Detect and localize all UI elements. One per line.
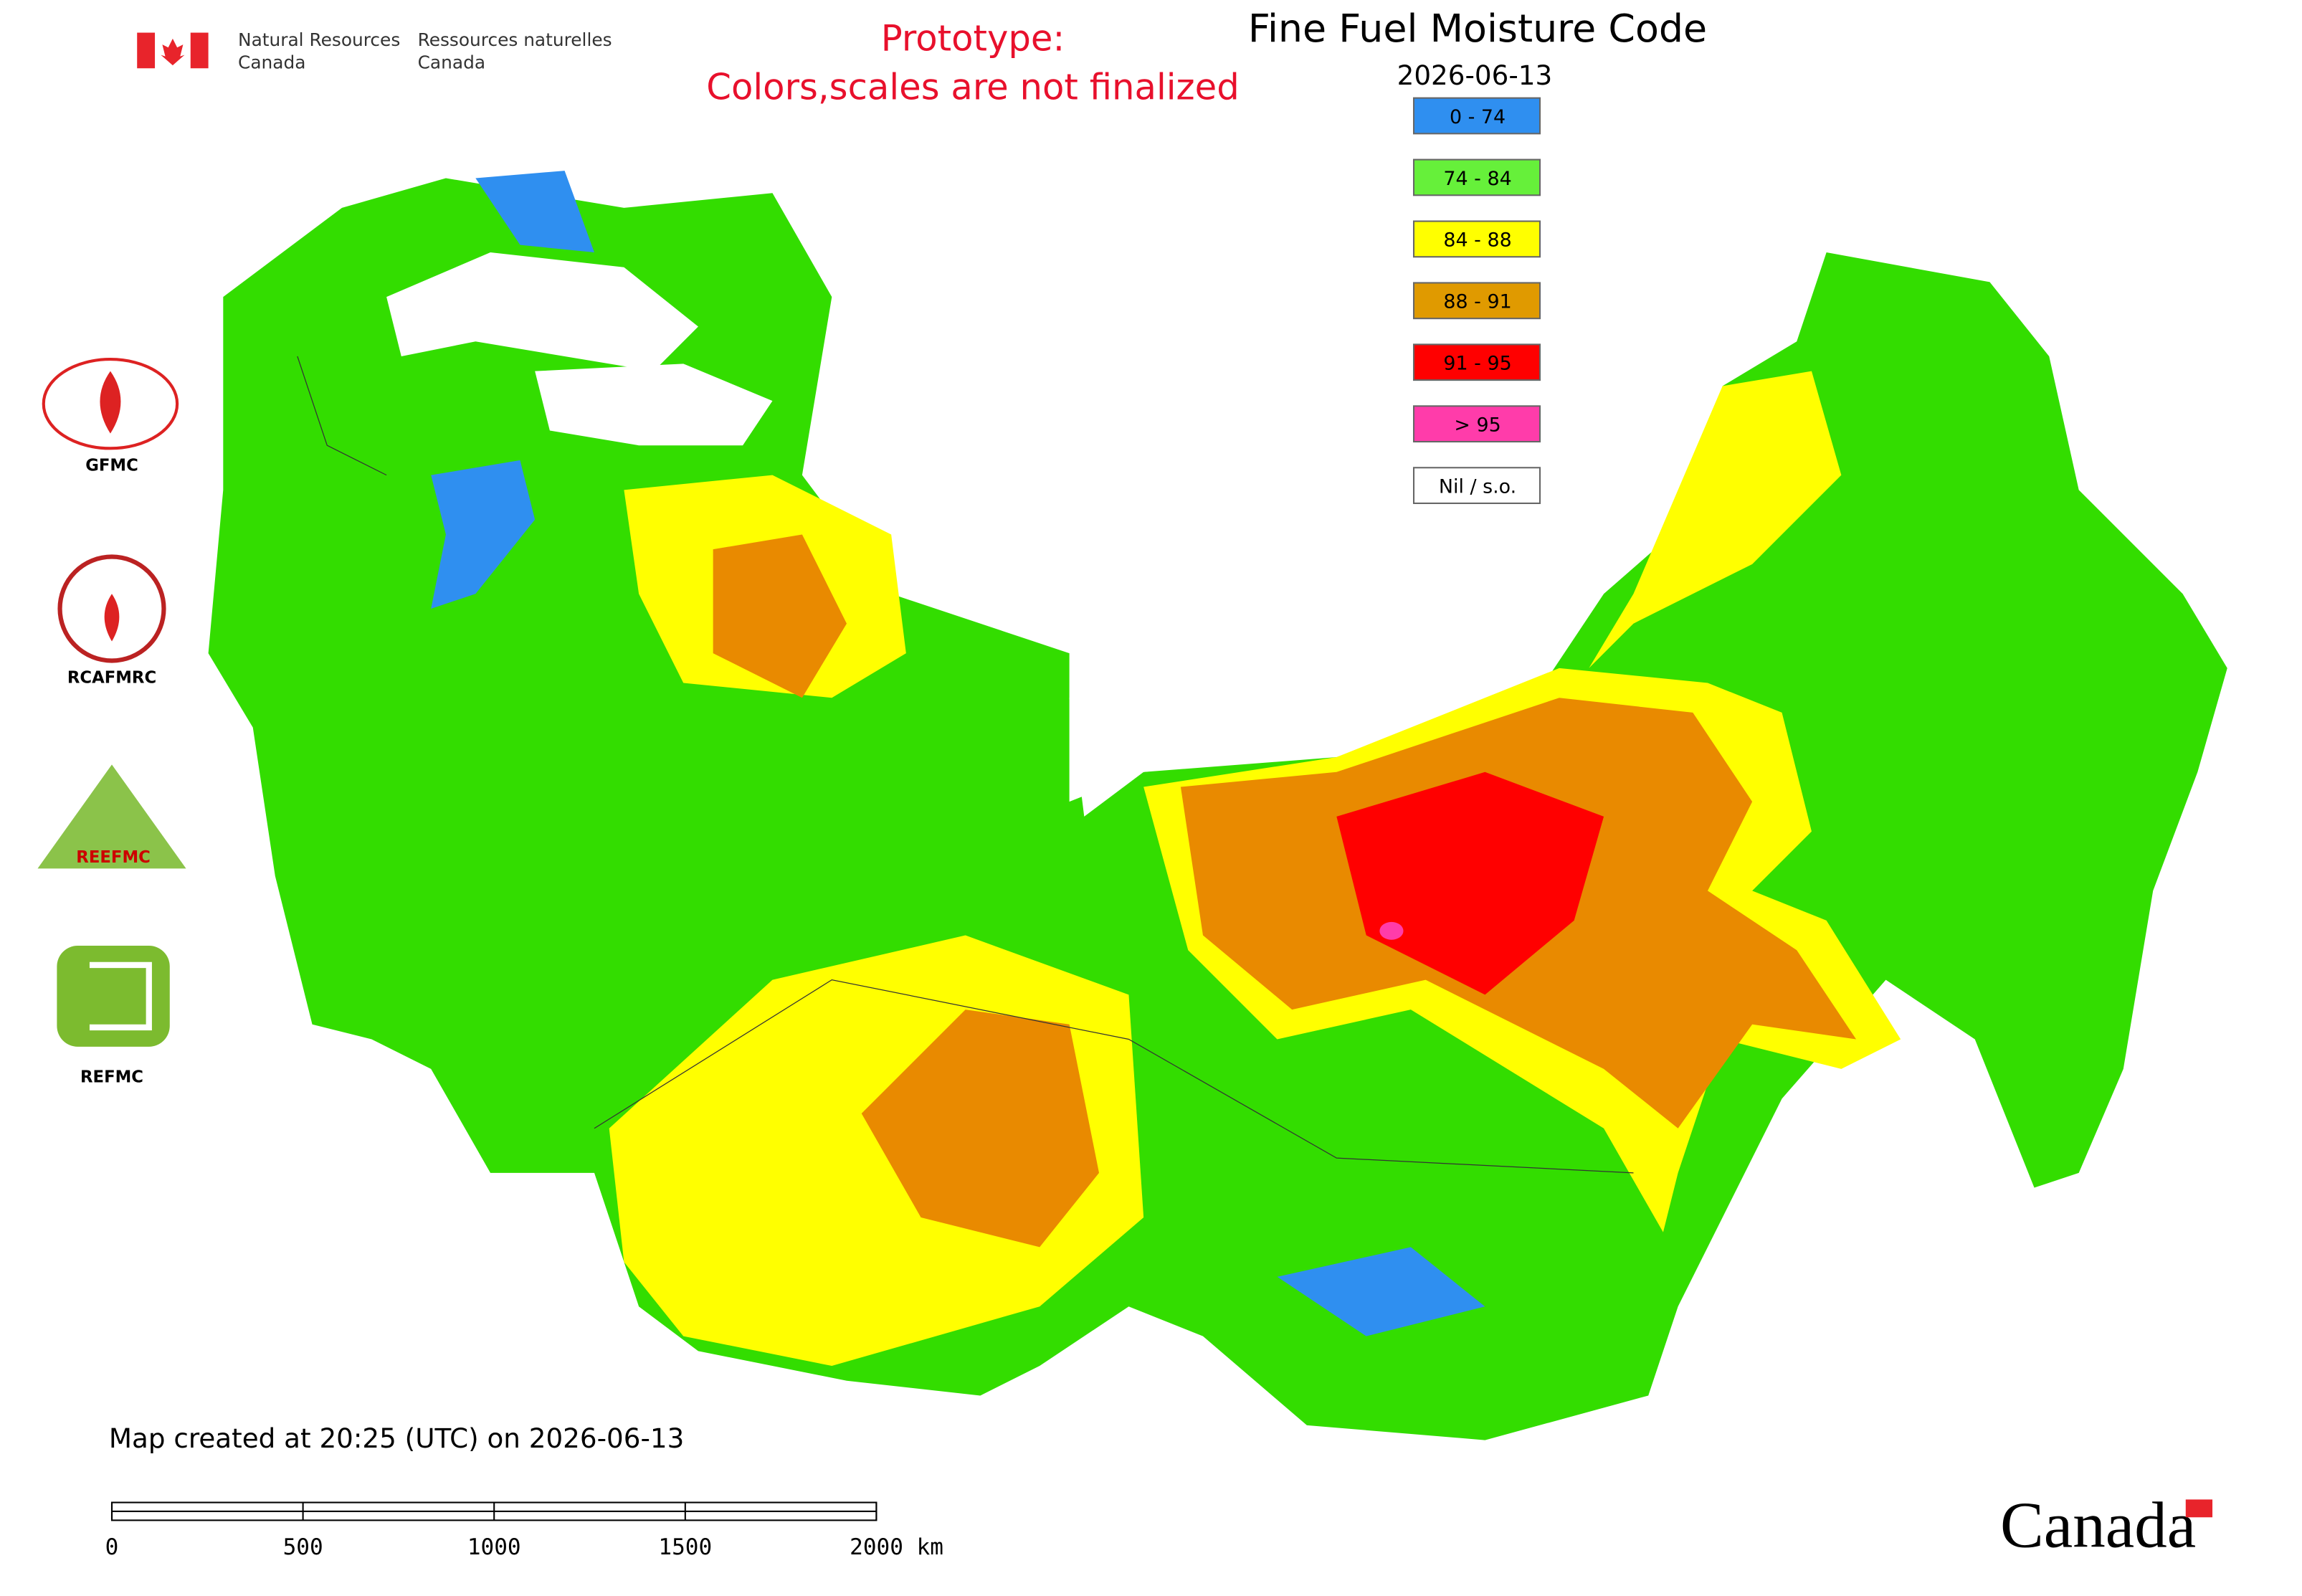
wordmark: Canada	[2000, 1489, 2196, 1562]
logo-reefmc	[37, 764, 186, 869]
logo-flame	[104, 594, 120, 642]
legend-label: 0 - 74	[1450, 106, 1506, 128]
border	[594, 979, 1634, 1174]
logo-label: REEFMC	[76, 848, 151, 867]
logo-mark	[89, 961, 152, 1031]
logo-label: RCAFMRC	[67, 669, 156, 688]
wordmark-flag	[2185, 1499, 2213, 1518]
legend-swatch	[1412, 282, 1541, 320]
legend-swatch	[1412, 343, 1541, 381]
agency-fr: Canada	[418, 52, 485, 72]
zone-orange	[713, 534, 847, 698]
map-layer	[208, 171, 2227, 1440]
sea	[535, 364, 773, 446]
legend-label: 74 - 84	[1443, 168, 1511, 190]
scale-bar: 0 500 1000 1500 2000 km	[105, 1501, 943, 1560]
logo-label: GFMC	[85, 456, 138, 475]
legend: 0 - 74 74 - 84 84 - 88 88 - 91 91 - 95 > 95 Ni…	[1412, 97, 1541, 505]
map-date: 2026-06-13	[1397, 60, 1553, 91]
created-note: Map created at 20:25 (UTC) on 2026-06-13	[109, 1422, 684, 1454]
scale-label: 500	[283, 1534, 323, 1560]
legend-swatch	[1412, 220, 1541, 258]
zone-orange	[861, 1010, 1100, 1248]
logo-flame	[100, 371, 121, 434]
legend-swatch	[1412, 158, 1541, 196]
agency-en: Natural Resources	[238, 29, 400, 50]
legend-label: 91 - 95	[1443, 353, 1511, 375]
logos: GFMC RCAFMRC REEFMC REFMC	[37, 358, 186, 1087]
border	[297, 356, 387, 476]
flag-bar	[137, 32, 156, 69]
scale-label: 1500	[658, 1534, 712, 1560]
notice: Colors,scales are not finalized	[706, 67, 1239, 108]
flag-bar	[190, 32, 209, 69]
legend-label: 88 - 91	[1443, 291, 1511, 313]
map-title: Fine Fuel Moisture Code	[1248, 6, 1707, 51]
zone-blue	[475, 171, 594, 253]
zone-yellow	[1589, 371, 1842, 668]
zone-blue	[431, 460, 536, 609]
legend-label: > 95	[1454, 414, 1500, 437]
agency-fr: Ressources naturelles	[418, 29, 612, 50]
sea	[1069, 668, 1307, 817]
agency-en: Canada	[238, 52, 305, 72]
logo-refmc	[57, 946, 170, 1047]
legend-swatch	[1412, 405, 1541, 443]
legend-label: 84 - 88	[1443, 229, 1511, 252]
maple-leaf	[161, 38, 185, 66]
scale-label: 1000	[467, 1534, 521, 1560]
legend-swatch	[1412, 467, 1541, 505]
scale-label: 2000 km	[850, 1534, 943, 1560]
legend-label: Nil / s.o.	[1439, 475, 1516, 498]
legend-swatch	[1412, 97, 1541, 135]
zone-pink	[1379, 921, 1404, 940]
notice: Prototype:	[881, 17, 1065, 59]
zone-red	[1336, 771, 1604, 995]
scale-label: 0	[105, 1534, 119, 1560]
logo-label: REFMC	[80, 1068, 143, 1087]
zone-blue	[1277, 1247, 1485, 1336]
sea	[386, 252, 698, 371]
gc-signature: Natural Resources Canada Ressources natu…	[137, 29, 612, 72]
